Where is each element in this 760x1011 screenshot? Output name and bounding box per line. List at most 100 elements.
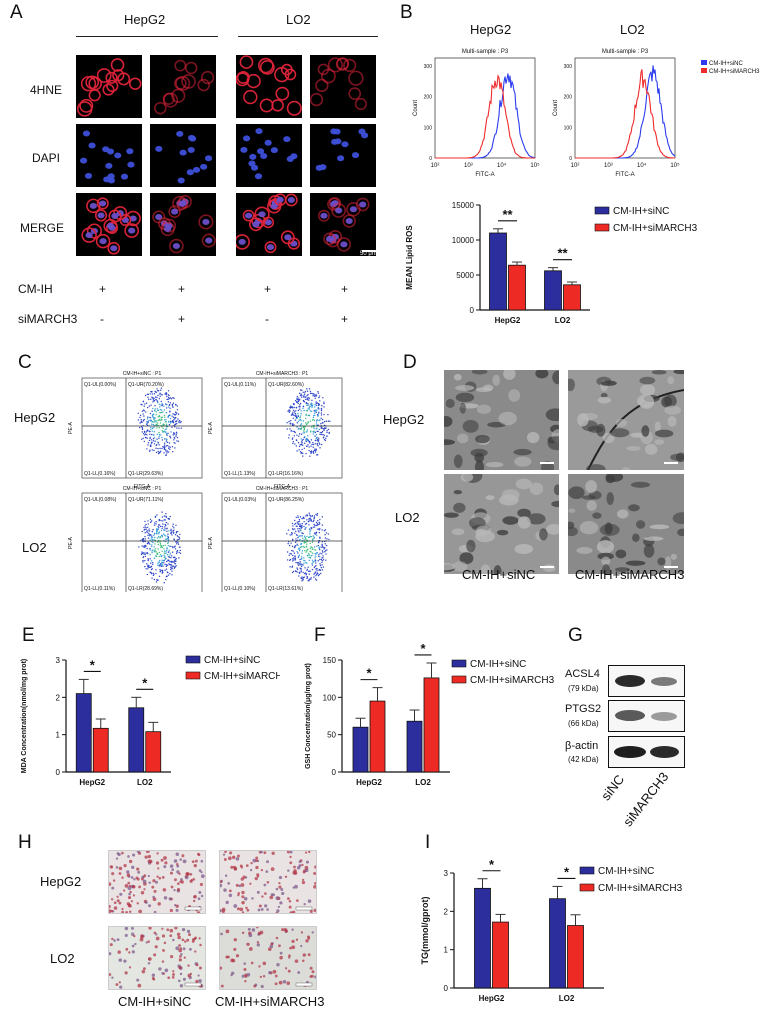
flow-lr-3: Q1-LR(28.69%) [128, 586, 163, 592]
y-tick-label: 5000 [456, 271, 474, 280]
hist-xtick-2-2: 10⁴ [637, 162, 647, 169]
tem-lo2-sinc [444, 474, 559, 574]
y-axis-label: TG(mmol/gprot) [420, 897, 430, 965]
x-tick-label: LO2 [559, 994, 575, 1003]
bar-lo2-2 [145, 731, 162, 773]
y-axis-label: MEAN Lipid ROS [405, 225, 414, 290]
panel-letter-i: I [425, 832, 431, 853]
hist-curve-simarch3-1 [435, 74, 535, 159]
legend-label-1: CM-IH+siNC [470, 659, 526, 670]
flow-title-4: CM-IH+siMARCH3 : P1 [256, 486, 309, 492]
flow-title-2: CM-IH+siMARCH3 : P1 [256, 371, 309, 377]
panel-a-row-merge: MERGE [20, 221, 65, 235]
micrograph-merge-3 [236, 193, 302, 256]
stain-lo2-simarch3 [219, 926, 317, 990]
blot-kda-bactin: (42 kDa) [568, 755, 599, 764]
cond-1-4: + [341, 282, 349, 296]
panel-h-col-simarch3: CM-IH+siMARCH3 [215, 994, 325, 1009]
panel-a-cond-simarch3: siMARCH3 [18, 312, 78, 326]
legend-label-2: CM-IH+siMARCH3 [470, 675, 554, 686]
flow-ul-3: Q1-UL(0.08%) [84, 497, 117, 503]
panel-c-row-hepg2: HepG2 [14, 410, 56, 425]
bar-lo2-1 [128, 707, 145, 773]
y-tick-label: 100 [323, 693, 337, 702]
hist-xtick-2-1: 10³ [604, 163, 613, 169]
y-tick-label: 15000 [452, 201, 475, 210]
y-tick-label: 2 [444, 907, 449, 916]
flow-ylabel-1: PE-A [68, 422, 74, 434]
flow-frame-3 [81, 492, 203, 592]
micrograph-4hne-4 [310, 55, 376, 118]
panel-e-bar-chart: 0 1 2 3 MDA Concentration(nmol/mg prot) HepG2… [21, 655, 280, 787]
hist-ytick-2-2: 200 [564, 95, 573, 101]
panel-a-group-hepg2: HepG2 [124, 12, 166, 27]
significance-mark: * [90, 657, 96, 672]
bar-lo2-1 [549, 898, 566, 989]
significance-mark: * [489, 857, 495, 872]
flow-ylabel-4: PE-A [208, 537, 214, 549]
flow-xlabel-2: FITC-A [274, 484, 291, 490]
panel-letter-g: G [568, 625, 583, 646]
legend-swatch-1 [185, 655, 201, 664]
bar-lo2-2 [563, 284, 581, 311]
hist-legend-label-2: CM-IH+siMARCH3 [709, 69, 760, 75]
blot-kda-acsl4: (79 kDa) [568, 684, 599, 693]
hist-xtick-1-3: 10⁵ [530, 162, 540, 169]
panel-b-hist-title-hepg2: HepG2 [470, 22, 512, 37]
bar-hepg2-1 [474, 887, 491, 989]
flow-ur-1: Q1-UR(70.20%) [128, 382, 164, 388]
flow-lr-1: Q1-LR(29.63%) [128, 471, 163, 477]
significance-mark: * [420, 641, 426, 656]
blot-label-acsl4: ACSL4 [565, 668, 600, 680]
blot-label-bactin: β-actin [565, 740, 599, 752]
hist-xtick-2-3: 10⁵ [670, 162, 680, 169]
legend-swatch-2 [579, 883, 595, 892]
legend-label-1: CM-IH+siNC [613, 206, 669, 217]
panel-letter-d: D [403, 352, 417, 373]
significance-mark: * [142, 675, 148, 690]
x-tick-label: LO2 [137, 778, 153, 787]
micrograph-merge-2 [150, 193, 216, 256]
legend-label-2: CM-IH+siMARCH3 [598, 883, 683, 894]
panel-letter-h: H [18, 832, 32, 853]
y-tick-label: 1 [56, 731, 61, 740]
panel-h-col-sinc: CM-IH+siNC [118, 994, 192, 1009]
flow-ylabel-3: PE-A [68, 537, 74, 549]
legend-swatch-1 [579, 866, 595, 875]
legend-label-1: CM-IH+siNC [598, 866, 654, 877]
significance-mark: ** [557, 246, 568, 261]
y-tick-label: 1 [444, 946, 449, 955]
y-tick-label: 10000 [452, 236, 475, 245]
bar-hepg2-2 [492, 921, 509, 989]
hist-ytick-1-2: 200 [424, 95, 433, 101]
panel-d-col-sinc: CM-IH+siNC [462, 567, 536, 582]
legend-swatch-1 [594, 206, 610, 215]
hist-xtick-1-1: 10³ [464, 163, 473, 169]
y-tick-label: 3 [444, 869, 449, 878]
flow-ylabel-2: PE-A [208, 422, 214, 434]
hist-ytick-2-1: 100 [564, 125, 573, 131]
panel-a-scale-label: 50 μm [360, 251, 377, 257]
panel-letter-a: A [10, 2, 23, 23]
blot-kda-ptgs2: (66 kDa) [568, 719, 599, 728]
hist-legend-swatch-1 [701, 60, 707, 65]
flow-ur-2: Q1-UR(82.60%) [268, 382, 304, 388]
bar-hepg2-1 [489, 232, 507, 311]
stain-hepg2-sinc [108, 850, 206, 914]
panel-a-lo2-rule [238, 36, 378, 38]
flow-ll-4: Q1-LL(0.10%) [224, 586, 256, 592]
panel-c-row-lo2: LO2 [22, 540, 47, 555]
cond-2-4: + [341, 312, 349, 326]
flow-frame-4 [221, 492, 343, 592]
legend-swatch-2 [451, 675, 467, 684]
bar-hepg2-2 [92, 727, 109, 773]
legend-label-2: CM-IH+siMARCH3 [613, 223, 698, 234]
tem-hepg2-sinc [444, 370, 559, 470]
flow-lr-2: Q1-LR(16.16%) [268, 471, 303, 477]
panel-a-group-lo2: LO2 [286, 12, 311, 27]
panel-d-row-lo2: LO2 [395, 510, 420, 525]
x-tick-label: LO2 [555, 316, 571, 325]
hist-ytick-1-1: 100 [424, 125, 433, 131]
cond-1-1: + [99, 282, 107, 296]
significance-mark: * [366, 666, 372, 681]
